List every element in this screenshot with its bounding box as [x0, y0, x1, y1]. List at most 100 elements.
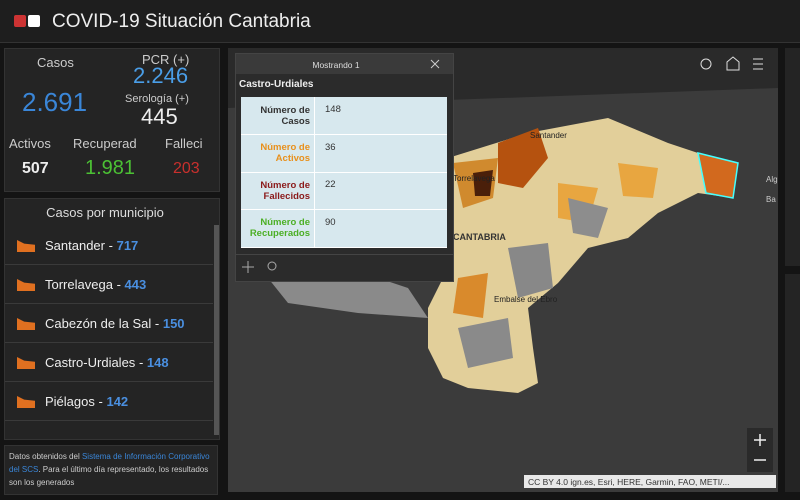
- stat-label: Casos: [37, 55, 74, 70]
- region: [453, 273, 488, 318]
- side-panel: [785, 274, 800, 492]
- note: Datos obtenidos del Sistema de Informaci…: [4, 445, 218, 495]
- item-separator: -: [138, 355, 144, 370]
- pan-button[interactable]: [242, 261, 254, 273]
- zoom-in[interactable]: [754, 434, 766, 446]
- item-icon: [17, 318, 35, 330]
- map-label: Santander: [530, 131, 567, 140]
- map-label: Torrelavega: [453, 174, 495, 183]
- popup: Mostrando 1 Castro-Urdiales Número de Ca…: [235, 53, 454, 282]
- item-name: Piélagos: [45, 394, 95, 409]
- region: [618, 163, 658, 198]
- item-text: Piélagos - 142: [45, 394, 128, 409]
- row-value: 36: [325, 141, 336, 153]
- stat-value: 445: [141, 104, 178, 129]
- item-icon: [17, 396, 35, 408]
- popup-title: Castro-Urdiales: [239, 79, 314, 90]
- item-text: Castro-Urdiales - 148: [45, 355, 169, 370]
- header: COVID-19 Situación Cantabria: [0, 0, 800, 43]
- list: Santander - 717 Torrelavega - 443 Cabezón …: [5, 226, 213, 439]
- region: [498, 128, 548, 188]
- item-cases: 142: [106, 394, 129, 409]
- logo: [28, 15, 40, 27]
- scrollbar[interactable]: [214, 225, 219, 435]
- note-text: Datos obtenidos del: [9, 452, 80, 461]
- map-label: Embalse del Ebro: [494, 295, 558, 304]
- popup-header: Mostrando 1: [236, 54, 453, 74]
- map-label: Alg: [766, 175, 778, 184]
- item-separator: -: [154, 316, 160, 331]
- stat-value: 507: [22, 160, 49, 177]
- region: [508, 243, 553, 298]
- row-value: 90: [325, 216, 336, 228]
- item-text: Santander - 717: [45, 238, 138, 253]
- logo: [14, 15, 26, 27]
- item-icon: [17, 357, 35, 369]
- stat-label: Serología (+): [125, 93, 189, 105]
- list-item[interactable]: Santander - 717: [5, 226, 213, 265]
- row-label: Número de Activos: [241, 134, 315, 172]
- popup-row: Número de Recuperados 90: [241, 209, 447, 248]
- title: COVID-19 Situación Cantabria: [52, 11, 311, 32]
- stat-label: Activos: [9, 136, 51, 151]
- note-text: . Para el último día representado, los r…: [9, 465, 209, 487]
- item-icon: [17, 279, 35, 291]
- popup-table: Número de Casos 148 Número de Activos 36 Núm…: [241, 97, 447, 248]
- region: [473, 170, 493, 196]
- stat-label: Falleci: [165, 136, 203, 151]
- item-text: Cabezón de la Sal - 150: [45, 316, 185, 331]
- item-cases: 150: [162, 316, 185, 331]
- region-selected: [697, 151, 739, 199]
- note-link[interactable]: Sistema de Información Corporativo del S…: [9, 452, 210, 474]
- row-value: 22: [325, 179, 336, 190]
- side-panel: [785, 48, 800, 266]
- popup-row: Número de Casos 148: [241, 97, 447, 135]
- stat-label: Recuperad: [73, 136, 137, 151]
- item-separator: -: [116, 277, 121, 292]
- item-name: Torrelavega: [45, 277, 113, 292]
- list-item[interactable]: Castro-Urdiales - 148: [5, 343, 213, 382]
- region: [568, 198, 608, 238]
- item-cases: 443: [124, 277, 147, 292]
- list-item[interactable]: Torrelavega - 443: [5, 265, 213, 304]
- divider: [236, 254, 453, 255]
- list-panel: Casos por municipio Santander - 717 Torre…: [4, 198, 220, 440]
- attribution: CC BY 4.0 ign.es, Esri, HERE, Garmin, FA…: [528, 477, 730, 487]
- list-title: Casos por municipio: [46, 205, 164, 220]
- stat-value: 2.691: [22, 87, 88, 117]
- map-label: Ba: [766, 195, 776, 204]
- map-toolbar: [694, 52, 772, 78]
- item-name: Cabezón de la Sal: [45, 316, 152, 331]
- layers-button[interactable]: [753, 58, 763, 70]
- item-separator: -: [98, 394, 103, 409]
- item-separator: -: [108, 238, 113, 253]
- search-button[interactable]: [700, 58, 712, 70]
- zoom-to-button[interactable]: [267, 261, 277, 271]
- attribution-bg: [524, 475, 776, 488]
- home-button[interactable]: [726, 56, 740, 71]
- row-label: Número de Fallecidos: [241, 172, 315, 209]
- item-text: Torrelavega - 443: [45, 277, 146, 292]
- stat-value: 1.981: [85, 157, 136, 179]
- row-label: Número de Recuperados: [241, 209, 315, 247]
- stat-value: 2.246: [133, 63, 189, 88]
- item-name: Santander: [45, 238, 105, 253]
- close-button[interactable]: [430, 59, 440, 69]
- row-label: Número de Casos: [241, 97, 315, 134]
- stat-label: PCR (+): [142, 52, 190, 67]
- region: [458, 318, 513, 368]
- list-item[interactable]: Piélagos - 142: [5, 382, 213, 421]
- map-label: CANTABRIA: [453, 232, 506, 242]
- list-item[interactable]: Cabezón de la Sal - 150: [5, 304, 213, 343]
- stats-panel: Casos 2.691 PCR (+) 2.246 Serología (+) …: [4, 48, 220, 192]
- item-cases: 717: [116, 238, 139, 253]
- popup-row: Número de Fallecidos 22: [241, 172, 447, 210]
- stat-value: 203: [173, 160, 200, 177]
- popup-row: Número de Activos 36: [241, 134, 447, 173]
- item-name: Castro-Urdiales: [45, 355, 136, 370]
- item-cases: 148: [146, 355, 169, 370]
- popup-header-text: Mostrando 1: [312, 60, 360, 70]
- popup-tools: [242, 261, 277, 273]
